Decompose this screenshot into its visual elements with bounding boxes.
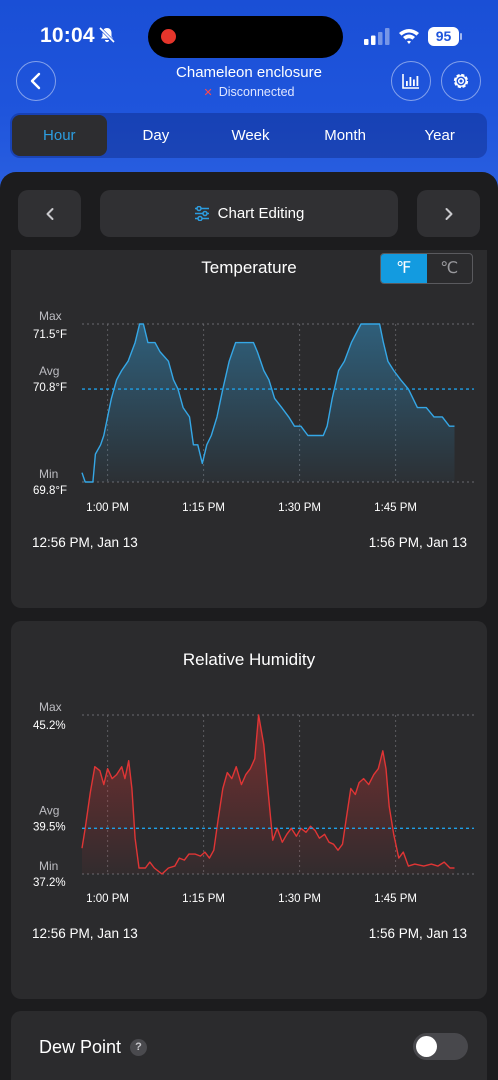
connection-status: ✕ Disconnected [0,85,498,99]
dynamic-island [148,16,343,58]
x-tick-label: 1:45 PM [374,502,417,514]
temperature-range-start: 12:56 PM, Jan 13 [32,535,138,550]
max-marker-name: Max [39,700,62,714]
chart-editing-button[interactable]: Chart Editing [100,190,398,237]
avg-marker-value: 70.8°F [33,382,67,394]
recording-indicator-icon [161,29,176,44]
min-marker-name: Min [39,859,58,873]
gear-icon [453,73,469,89]
battery-level: 95 [428,27,459,46]
celsius-option[interactable]: ℃ [440,260,459,277]
avg-marker-value: 39.5% [33,821,66,833]
dew-point-label: Dew Point [39,1037,122,1057]
avg-marker-name: Avg [39,364,59,378]
chart-editing-label: Chart Editing [217,205,305,222]
x-tick-label: 1:15 PM [182,502,225,514]
humidity-chart: Max 45.2% Avg 39.5% Min 37.2% 1:00 PM 1:15 PM 1:… [33,700,474,905]
time-range-tabs: Hour Day Week Month Year [10,113,487,158]
battery-tip [460,33,462,40]
unit-toggle: ℉ ℃ [380,253,473,284]
series-area [82,324,455,482]
fahrenheit-option[interactable]: ℉ [381,254,427,283]
status-time: 10:04 [40,24,95,47]
settings-button[interactable] [441,61,481,101]
max-marker-name: Max [39,309,62,323]
chevron-left-icon [30,72,41,90]
humidity-chart-title: Relative Humidity [182,650,316,669]
min-marker-value: 69.8°F [33,485,67,497]
series-line [81,714,455,875]
next-period-button[interactable] [417,190,480,237]
humidity-range-end: 1:56 PM, Jan 13 [368,926,467,941]
x-tick-label: 1:00 PM [86,893,129,905]
series-line [81,323,455,483]
tab-day[interactable]: Day [142,127,170,144]
battery-indicator: 95 [428,27,462,46]
temperature-range-end: 1:56 PM, Jan 13 [368,535,467,550]
chevron-right-icon [445,207,452,220]
x-tick-label: 1:30 PM [278,893,321,905]
avg-marker-name: Avg [39,803,59,817]
x-tick-label: 1:30 PM [278,502,321,514]
x-tick-label: 1:00 PM [86,502,129,514]
tab-year[interactable]: Year [424,127,455,144]
max-marker-value: 71.5°F [33,329,67,341]
sliders-icon [194,206,209,221]
tab-month[interactable]: Month [324,127,366,144]
min-marker-name: Min [39,467,58,481]
device-title: Chameleon enclosure [176,64,322,81]
help-icon[interactable]: ? [130,1039,147,1056]
max-marker-value: 45.2% [33,720,66,732]
cellular-signal-icon [364,28,390,45]
dew-point-toggle[interactable] [413,1033,468,1060]
chevron-left-icon [46,207,53,220]
bar-chart-icon [402,74,419,89]
min-marker-value: 37.2% [33,877,66,889]
back-button[interactable] [16,61,56,101]
x-tick-label: 1:15 PM [182,893,225,905]
statistics-button[interactable] [391,61,431,101]
x-tick-label: 1:45 PM [374,893,417,905]
dew-point-card [11,1011,487,1080]
humidity-range-start: 12:56 PM, Jan 13 [32,926,138,941]
temperature-chart: Max 71.5°F Avg 70.8°F Min 69.8°F 1:00 PM 1:15 P… [33,309,474,514]
disconnected-icon: ✕ [203,87,213,99]
toggle-knob [416,1036,437,1057]
wifi-icon [399,29,419,44]
tab-week[interactable]: Week [231,127,270,144]
temperature-chart-title: Temperature [201,258,297,277]
tab-hour[interactable]: Hour [12,115,107,156]
previous-period-button[interactable] [18,190,81,237]
bell-off-icon [98,26,116,44]
connection-status-text: Disconnected [218,85,295,99]
